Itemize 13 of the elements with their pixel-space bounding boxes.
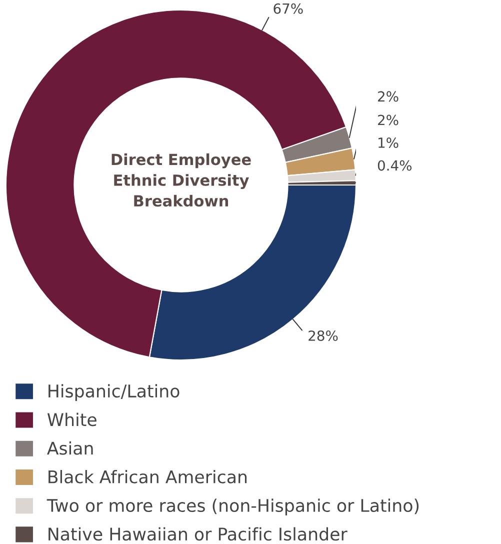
data-label: 0.4% — [378, 160, 412, 171]
legend-label: White — [47, 412, 96, 426]
legend-label: Asian — [47, 441, 93, 455]
legend-label: Black African American — [48, 470, 247, 484]
legend-label: Two or more races (non-Hispanic or Latino) — [46, 498, 419, 516]
legend-label: Hispanic/Latino — [48, 384, 180, 401]
data-label: 2% — [378, 91, 398, 102]
data-label: 2% — [378, 114, 398, 126]
data-label: 28% — [308, 330, 338, 341]
text: Direct Employee Ethnic Diversity Breakdown — [112, 153, 251, 207]
data-label: 67% — [274, 3, 303, 14]
data-label: 1% — [378, 137, 398, 148]
legend-label: Native Hawaiian or Pacific Islander — [48, 527, 348, 541]
